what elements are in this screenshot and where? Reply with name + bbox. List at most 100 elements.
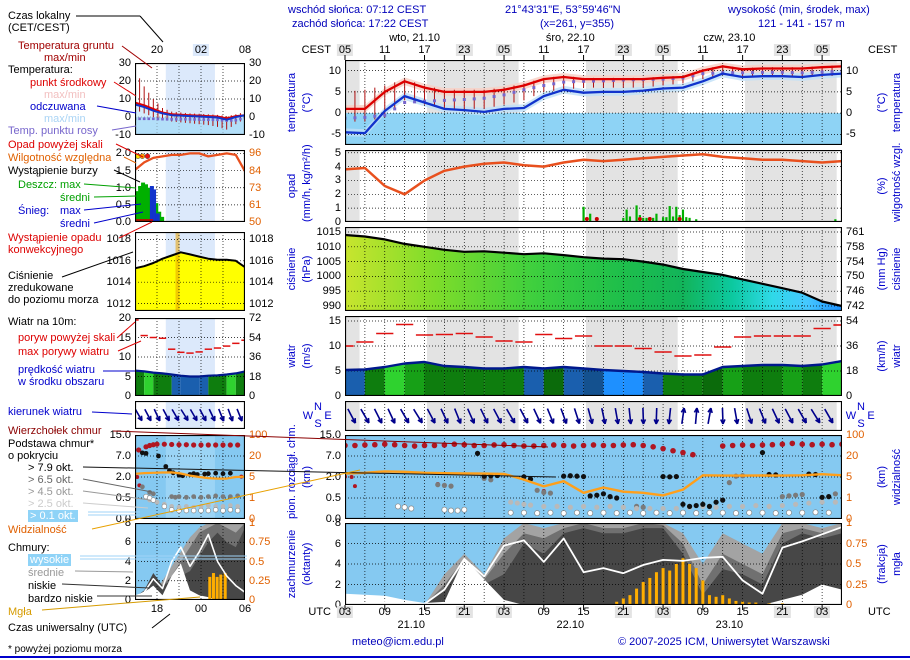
axis-unit-pressure: (hPa): [301, 255, 313, 283]
tick-label-left: 6: [124, 536, 131, 549]
local-time-zone: (CET/CEST): [8, 22, 70, 34]
legend-okta-45: > 4.5 okt.: [28, 486, 74, 498]
legend-cloud-base-2: o pokryciu: [8, 450, 59, 462]
tick-label-left: 15: [328, 315, 341, 327]
tick-label-left: 15: [118, 331, 131, 344]
axis-title-humidity-r: wilgotność wzgl.: [891, 142, 903, 222]
grid-xy-text: (x=261, y=355): [540, 18, 614, 30]
legend-pressure-2: zredukowane: [8, 282, 74, 294]
tick-label-left: 5: [334, 365, 341, 377]
tick-label-right: 761: [846, 226, 865, 239]
compass-w-icon: W: [302, 410, 314, 422]
legend-clouds-high: wysokie: [28, 554, 72, 566]
tick-label-right: 10: [249, 93, 262, 105]
hour-label-cest: 23: [456, 44, 473, 56]
axis-unit-humidity-r: (%): [876, 177, 888, 195]
tick-label-right: 0.25: [846, 578, 868, 591]
tick-label-right: 1: [249, 492, 256, 504]
footnote-sea-level: * powyżej poziomu morza: [8, 644, 122, 655]
contact-email-link[interactable]: meteo@icm.edu.pl: [352, 636, 444, 648]
hour-label-cest: 23: [774, 44, 791, 56]
tick-label-left: 0: [334, 216, 341, 228]
tick-label-left: -10: [115, 129, 131, 141]
tick-label-right: 20: [249, 450, 262, 462]
legend-temp-mid: punkt środkowy: [30, 77, 107, 89]
axis-title-fog-r: mgła: [891, 552, 903, 576]
axis-title-precip: opad: [286, 173, 298, 199]
tick-label-left: 1000: [316, 270, 341, 283]
mini-hour-bottom: 00: [194, 603, 208, 615]
axis-title-visibility-r: widzialność: [891, 448, 903, 506]
tick-label-left: 8: [124, 517, 131, 529]
day-label-top: wto, 21.10: [389, 32, 440, 44]
mini-hour-bottom: 18: [150, 603, 164, 615]
wind-direction-chart: [345, 401, 842, 431]
tick-label-left: 1.5: [115, 164, 131, 177]
tick-label-left: 0: [124, 390, 131, 402]
axis-unit-wind: (m/s): [301, 343, 313, 369]
legend-okta-25: > 2.5 okt.: [28, 498, 74, 510]
tick-label-left: 4: [334, 160, 341, 173]
hour-label-cest: 05: [654, 44, 672, 56]
legend-visibility: Widzialność: [8, 524, 67, 536]
legend-okta-01: > 0.1 okt.: [28, 510, 78, 522]
legend-pressure-1: Ciśnienie: [8, 270, 54, 282]
tick-label-left: 7.0: [115, 450, 131, 462]
hour-label-cest: 05: [495, 44, 513, 56]
tick-label-left: 1.0: [115, 181, 131, 194]
legend-temp-maxmin: max/min: [44, 89, 86, 101]
hour-label-cest: 23: [615, 44, 632, 56]
temperature-chart: [345, 60, 842, 145]
axis-unit-fog-r: (frakcja): [876, 544, 888, 584]
legend-snow: Śnieg:: [18, 205, 50, 217]
compass-n-icon: N: [857, 401, 865, 413]
tick-label-left: 10: [118, 93, 131, 105]
axis-unit-temperature-r: (°C): [876, 92, 888, 113]
sunrise-text: wschód słońca: 07:12 CEST: [288, 4, 427, 16]
tick-label-left: 8: [334, 517, 341, 529]
local-time-label: Czas lokalny: [8, 10, 71, 22]
tick-label-right: 0.25: [249, 574, 271, 587]
temperature-legend-title: Temperatura:: [8, 64, 73, 76]
tick-label-left: 2.0: [325, 471, 341, 483]
axis-title-cloudiness: zachmurzenie: [286, 529, 298, 599]
compass-s-icon: S: [314, 418, 322, 430]
legend-wind-title: Wiatr na 10m:: [8, 316, 77, 328]
tick-label-right: 0.5: [249, 555, 265, 568]
tick-label-right: 84: [249, 164, 262, 177]
hour-label-utc: 09: [696, 606, 709, 618]
legend-precip-overscale: Opad powyżej skali: [8, 139, 103, 151]
axis-unit-temperature: (°C): [301, 92, 313, 113]
day-label-bottom: 21.10: [397, 619, 426, 631]
tick-label-right: 0: [846, 390, 853, 402]
cest-label-right: CEST: [868, 44, 898, 56]
tick-label-left: 4: [334, 558, 341, 570]
cloud-base-chart: [345, 435, 842, 519]
axis-unit-cloudiness: (oktanty): [301, 542, 313, 586]
tick-label-left: 0.5: [115, 492, 131, 504]
hour-label-utc: 21: [456, 606, 473, 618]
legend-clouds-mid: średnie: [28, 567, 65, 579]
axis-title-pressure: ciśnienie: [286, 247, 298, 291]
tick-label-left: 5: [124, 370, 131, 383]
compass-w-icon: W: [845, 410, 857, 422]
legend-clouds-title: Chmury:: [8, 542, 50, 554]
tick-label-left: 0.0: [115, 216, 131, 228]
tick-label-left: 6: [334, 537, 341, 550]
hour-label-utc: 21: [615, 606, 632, 618]
tick-label-left: 1014: [106, 276, 131, 289]
tick-label-right: 758: [846, 240, 865, 253]
legend-okta-79: > 7.9 okt.: [28, 462, 74, 474]
hour-label-utc: 15: [736, 606, 749, 618]
day-label-top: czw, 23.10: [703, 32, 756, 44]
tick-label-left: -5: [331, 128, 341, 141]
legend-clouds-low: niskie: [28, 580, 57, 592]
copyright-text: © 2007-2025 ICM, Uniwersytet Warszawski: [618, 636, 830, 648]
tick-label-left: 4: [124, 555, 131, 568]
tick-label-right: 50: [249, 216, 262, 228]
sunset-text: zachód słońca: 17:22 CEST: [292, 18, 429, 30]
hour-label-utc: 03: [654, 606, 672, 618]
mini-hour-top: 08: [238, 44, 252, 56]
legend-okta-65: > 6.5 okt.: [28, 474, 74, 486]
tick-label-right: 0.75: [846, 537, 868, 550]
